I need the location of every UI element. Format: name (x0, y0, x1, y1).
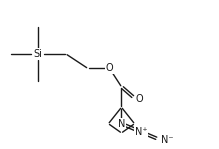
Text: O: O (106, 63, 113, 73)
Text: N: N (118, 119, 125, 129)
Text: Si: Si (33, 49, 42, 59)
Text: N⁺: N⁺ (135, 127, 147, 137)
Text: N⁻: N⁻ (161, 135, 173, 145)
Text: O: O (136, 94, 143, 104)
